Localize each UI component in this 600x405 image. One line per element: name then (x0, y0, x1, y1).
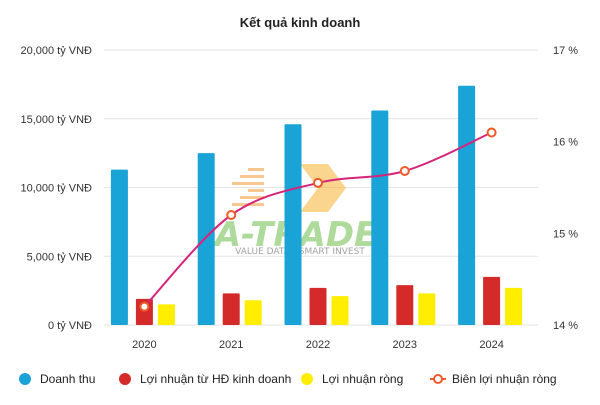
y-left-tick-label: 0 tỷ VNĐ (48, 320, 92, 332)
legend-label: Biên lợi nhuận ròng (452, 372, 557, 386)
line-series (139, 127, 497, 312)
legend-marker-icon (433, 374, 443, 384)
logo-stripe-icon (248, 168, 264, 171)
logo-stripe-icon (248, 189, 264, 192)
bar-l-i-nhu-n-r-ng-2020 (157, 304, 175, 325)
y-right-tick-label: 15 % (553, 228, 578, 240)
logo-stripe-icon (240, 175, 264, 178)
chart-title: Kết quả kinh doanh (240, 15, 361, 30)
bar-doanh-thu-2023 (371, 110, 389, 325)
x-tick-label: 2024 (479, 339, 503, 351)
bar-l-i-nhu-n-r-ng-2021 (244, 300, 262, 325)
y-left-tick-label: 10,000 tỷ VNĐ (20, 183, 92, 195)
x-tick-label: 2022 (306, 339, 330, 351)
legend-item-4[interactable]: Biên lợi nhuận ròng (430, 372, 557, 386)
bar-l-i-nhu-n-t-h-kinh-doanh-2024 (483, 276, 501, 325)
legend: Doanh thu Lợi nhuận từ HĐ kinh doanh Lợi n… (19, 372, 557, 386)
bar-l-i-nhu-n-t-h-kinh-doanh-2021 (222, 293, 240, 325)
logo-chevron-icon (300, 164, 346, 212)
y-left-tick-label: 20,000 tỷ VNĐ (20, 45, 92, 57)
bar-doanh-thu-2022 (284, 124, 302, 325)
logo-stripe-icon (240, 196, 264, 199)
net-margin-point-2024 (486, 127, 497, 138)
net-margin-point-2021 (226, 210, 237, 220)
legend-item-2[interactable]: Lợi nhuận từ HĐ kinh doanh (119, 372, 291, 386)
x-tick-label: 2021 (219, 339, 243, 351)
bar-doanh-thu-2021 (197, 153, 215, 325)
legend-marker-icon (19, 373, 31, 385)
bar-l-i-nhu-n-t-h-kinh-doanh-2022 (309, 287, 327, 325)
net-margin-point-2020 (139, 301, 150, 312)
legend-label: Lợi nhuận từ HĐ kinh doanh (140, 372, 291, 386)
net-margin-point-2023 (399, 166, 410, 176)
bar-doanh-thu-2024 (458, 85, 476, 325)
bar-series (110, 85, 523, 325)
legend-item-3[interactable]: Lợi nhuận ròng (301, 372, 403, 386)
legend-label: Doanh thu (40, 372, 95, 386)
logo-stripe-icon (232, 182, 264, 185)
net-margin-point-2022 (313, 177, 323, 188)
axis-labels: 0 tỷ VNĐ 5,000 tỷ VNĐ 10,000 tỷ VNĐ 15,000 … (20, 45, 578, 351)
x-tick-label: 2020 (132, 339, 156, 351)
bar-doanh-thu-2020 (110, 169, 128, 325)
y-right-tick-label: 17 % (553, 45, 578, 57)
legend-marker-icon (119, 373, 131, 385)
y-right-tick-label: 14 % (553, 320, 578, 332)
y-left-tick-label: 15,000 tỷ VNĐ (20, 114, 92, 126)
legend-label: Lợi nhuận ròng (322, 372, 403, 386)
legend-marker-icon (301, 373, 313, 385)
bar-l-i-nhu-n-t-h-kinh-doanh-2023 (396, 285, 414, 325)
bar-l-i-nhu-n-r-ng-2022 (331, 296, 349, 325)
y-right-tick-label: 16 % (553, 137, 578, 149)
bar-l-i-nhu-n-r-ng-2024 (505, 287, 523, 325)
legend-item-1[interactable]: Doanh thu (19, 372, 95, 386)
bar-l-i-nhu-n-r-ng-2023 (418, 293, 436, 325)
y-left-tick-label: 5,000 tỷ VNĐ (27, 251, 92, 263)
x-tick-label: 2023 (393, 339, 417, 351)
